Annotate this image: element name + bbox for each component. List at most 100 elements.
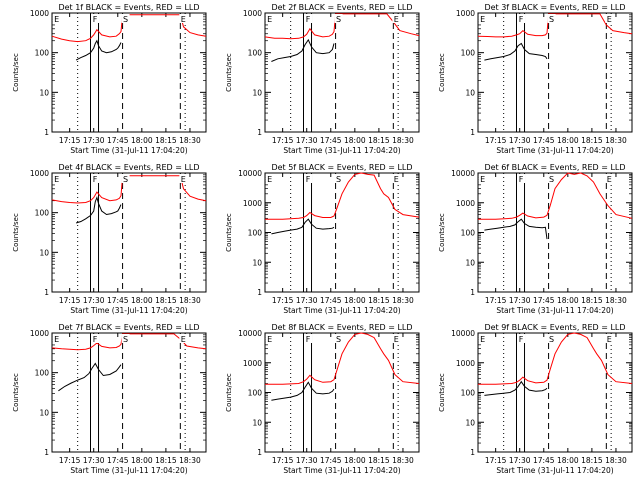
x-axis-label: Start Time (31-Jul-11 17:04:20) (496, 306, 613, 315)
marker-bg (392, 14, 401, 23)
x-tick-label: 18:15 (581, 296, 603, 305)
marker-label: S (549, 335, 554, 344)
x-tick-label: 17:15 (485, 296, 507, 305)
x-tick-label: 18:00 (344, 136, 366, 145)
y-tick-label: 1000 (456, 199, 475, 208)
marker-bg (478, 174, 487, 183)
y-axis-label: Counts/sec (12, 373, 20, 412)
marker-label: E (181, 15, 186, 24)
x-tick-label: 17:30 (83, 296, 105, 305)
marker-bg (517, 14, 526, 23)
marker-bg (304, 14, 313, 23)
plot-frame (51, 332, 207, 453)
x-tick-label: 17:30 (509, 296, 531, 305)
x-tick-label: 17:30 (509, 136, 531, 145)
plot-frame (264, 172, 420, 293)
y-tick-label: 1000 (30, 169, 49, 178)
y-tick-label: 100 (248, 389, 263, 398)
plot-frame (264, 12, 420, 133)
marker-label: E (394, 335, 399, 344)
y-tick-label: 10 (39, 88, 49, 97)
panel-det-3: Det 3f BLACK = Events, RED = LLD Counts/s… (438, 3, 633, 155)
lld-series-line (478, 172, 633, 220)
x-axis-label: Start Time (31-Jul-11 17:04:20) (283, 146, 400, 155)
marker-bg (52, 174, 61, 183)
y-tick-label: 10 (252, 258, 262, 267)
panel-det-8: Det 8f BLACK = Events, RED = LLD Counts/s… (225, 323, 420, 475)
lld-series-line (478, 332, 633, 385)
panel-title: Det 2f BLACK = Events, RED = LLD (271, 3, 412, 12)
marker-label: E (54, 15, 59, 24)
lld-series-line (51, 14, 207, 43)
x-tick-label: 17:45 (320, 136, 342, 145)
x-tick-label: 18:15 (581, 136, 603, 145)
x-tick-label: 18:30 (392, 296, 414, 305)
plot-frame (264, 332, 420, 453)
y-tick-label: 100 (461, 49, 476, 58)
x-tick-label: 17:30 (296, 456, 318, 465)
marker-label: E (54, 335, 59, 344)
marker-label: F (519, 15, 524, 24)
y-tick-label: 10 (39, 248, 49, 257)
x-axis-label: Start Time (31-Jul-11 17:04:20) (70, 306, 187, 315)
panel-det-2: Det 2f BLACK = Events, RED = LLD Counts/s… (225, 3, 420, 155)
marker-label: S (123, 175, 128, 184)
x-tick-label: 17:45 (320, 456, 342, 465)
x-axis-label: Start Time (31-Jul-11 17:04:20) (496, 466, 613, 475)
events-series-line (271, 218, 335, 235)
x-tick-label: 18:30 (605, 296, 627, 305)
marker-bg (304, 334, 313, 343)
marker-label: F (93, 175, 98, 184)
marker-label: E (394, 175, 399, 184)
panel-title: Det 1f BLACK = Events, RED = LLD (58, 3, 199, 12)
y-tick-label: 1 (44, 448, 49, 457)
plot-frame (477, 172, 633, 293)
x-tick-label: 18:30 (605, 136, 627, 145)
x-tick-label: 18:15 (368, 296, 390, 305)
marker-label: F (519, 335, 524, 344)
x-tick-label: 17:15 (59, 296, 81, 305)
x-tick-label: 17:15 (485, 456, 507, 465)
marker-bg (91, 174, 100, 183)
x-axis-label: Start Time (31-Jul-11 17:04:20) (70, 146, 187, 155)
marker-bg (121, 334, 130, 343)
x-tick-label: 17:30 (83, 136, 105, 145)
x-axis-label: Start Time (31-Jul-11 17:04:20) (283, 306, 400, 315)
y-axis-label: Counts/sec (438, 53, 446, 92)
lld-series-line (265, 172, 420, 220)
marker-bg (605, 14, 614, 23)
marker-label: F (306, 15, 311, 24)
x-tick-label: 17:45 (107, 456, 129, 465)
panel-title: Det 7f BLACK = Events, RED = LLD (58, 323, 199, 332)
marker-bg (265, 334, 274, 343)
x-tick-label: 17:15 (59, 456, 81, 465)
x-tick-label: 17:45 (107, 296, 129, 305)
marker-label: S (549, 15, 554, 24)
panel-title: Det 3f BLACK = Events, RED = LLD (484, 3, 625, 12)
x-tick-label: 17:45 (320, 296, 342, 305)
y-tick-label: 100 (461, 229, 476, 238)
marker-bg (517, 174, 526, 183)
marker-bg (517, 334, 526, 343)
panel-title: Det 8f BLACK = Events, RED = LLD (271, 323, 412, 332)
x-tick-label: 18:00 (131, 136, 153, 145)
lld-series-line (477, 13, 633, 38)
panel-det-6: Det 6f BLACK = Events, RED = LLD Counts/s… (438, 163, 633, 315)
y-tick-label: 10 (252, 418, 262, 427)
y-axis-label: Counts/sec (12, 213, 20, 252)
marker-bg (478, 14, 487, 23)
marker-label: E (480, 335, 485, 344)
plot-frame (477, 332, 633, 453)
y-tick-label: 10000 (238, 329, 262, 338)
events-series-line (58, 362, 122, 392)
y-tick-label: 100 (248, 49, 263, 58)
y-axis-label: Counts/sec (438, 373, 446, 412)
x-axis-label: Start Time (31-Jul-11 17:04:20) (283, 466, 400, 475)
x-axis-label: Start Time (31-Jul-11 17:04:20) (70, 466, 187, 475)
events-series-line (75, 39, 122, 61)
y-tick-label: 100 (35, 209, 50, 218)
marker-label: S (336, 335, 341, 344)
y-tick-label: 1 (470, 128, 475, 137)
marker-bg (334, 174, 343, 183)
